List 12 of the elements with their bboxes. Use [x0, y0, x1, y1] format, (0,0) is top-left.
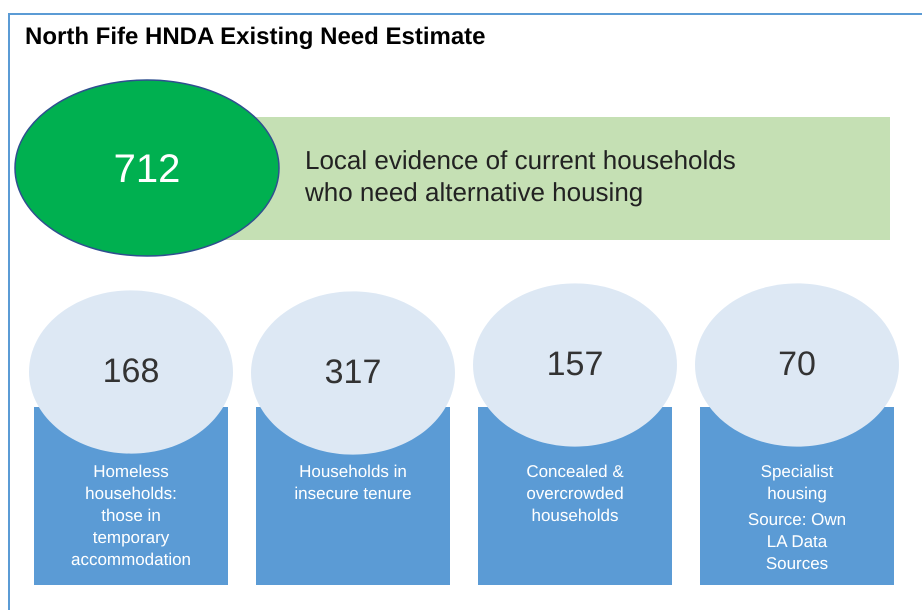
- data-label: 157: [546, 345, 604, 383]
- text: 712: [114, 147, 180, 191]
- category-label: Concealed & overcrowded households: [526, 462, 624, 525]
- source-note: Source: Own LA Data Sources: [748, 510, 846, 573]
- data-label: 317: [324, 353, 382, 391]
- text: Local evidence of current households who need alternative housing: [304, 145, 736, 207]
- data-label: 168: [102, 352, 160, 390]
- category-label: Homeless households: those in temporary accommodation: [70, 462, 192, 569]
- category-label: Households in insecure tenure: [294, 462, 412, 503]
- data-label: 70: [778, 345, 816, 383]
- text: North Fife HNDA Existing Need Estimate: [25, 23, 486, 50]
- category-label: Specialist housing: [760, 462, 834, 503]
